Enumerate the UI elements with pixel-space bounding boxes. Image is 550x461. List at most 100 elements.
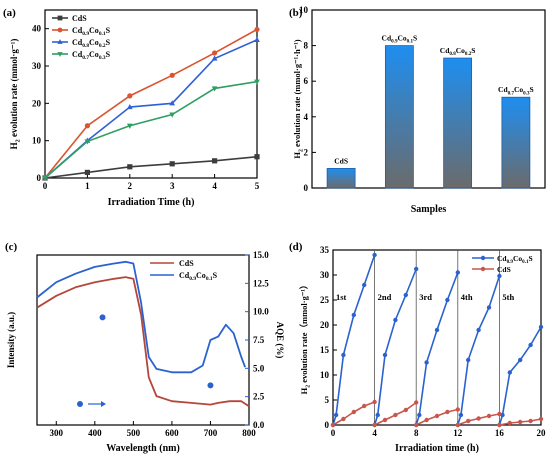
panel-d-data-point <box>393 412 398 418</box>
panel-d-label: (d) <box>289 241 303 253</box>
panel-a-data-point <box>169 100 176 106</box>
panel-a-data-point <box>169 112 176 118</box>
panel-d-data-point <box>476 416 481 421</box>
panel-b-bar <box>501 96 531 189</box>
panel-d-data-point <box>497 422 502 428</box>
panel-c-y2-tick-label: 5.0 <box>253 363 265 373</box>
panel-d-data-point <box>382 417 388 423</box>
panel-a-x-tick-label: 2 <box>128 181 133 191</box>
panel-c-y2-tick-label: 10.0 <box>253 307 269 317</box>
panel-d-data-point <box>351 312 356 318</box>
panel-d-data-point <box>538 324 544 330</box>
panel-d-data-point <box>466 418 471 424</box>
panel-d-data-point <box>455 422 460 428</box>
panel-d-data-point <box>403 292 408 298</box>
panel-b-bar-label: Cd0.7​Co0.3​S <box>498 85 534 96</box>
panel-d-cycle-label: 4th <box>461 292 473 302</box>
panel-b-label: (b) <box>289 7 303 19</box>
panel-d-frame <box>332 249 542 426</box>
panel-d-data-point <box>393 317 398 323</box>
panel-a-y-tick-label: 20 <box>32 98 42 108</box>
panel-d-data-point <box>372 399 377 405</box>
panel-a-series-line <box>44 80 258 179</box>
panel-d-cycle-label: 2nd <box>378 292 392 302</box>
panel-c-spectrum-line <box>36 260 246 374</box>
panel-c-arrow-head <box>101 401 106 407</box>
panel-d-x-tick-label: 8 <box>414 428 419 438</box>
panel-c-x-tick-label: 400 <box>88 428 102 438</box>
panel-d-x-axis-label: Irradiation time (h) <box>395 443 479 454</box>
panel-a-y-axis-label: H2​ evolution rate (mmol·g⁻¹) <box>9 39 22 150</box>
panel-c-y2-tick-label: 15.0 <box>253 250 269 260</box>
panel-d-data-point <box>476 327 481 333</box>
panel-a-y-tick-label: 0 <box>37 173 42 183</box>
panel-b-y-tick-label: 2 <box>304 147 309 157</box>
panel-c-aqe-point <box>99 314 106 321</box>
panel-a-series-line <box>44 155 258 179</box>
panel-d-y-tick-label: 35 <box>320 245 330 255</box>
panel-c-y-axis-label: Intensity (a.u.) <box>6 312 16 368</box>
panel-d-legend-marker <box>480 255 486 261</box>
panel-d-y-tick-label: 15 <box>320 345 330 355</box>
panel-c-label: (c) <box>5 241 18 253</box>
panel-d-data-point <box>341 352 346 358</box>
panel-a-data-point <box>127 164 133 170</box>
panel-a-data-point <box>84 169 90 175</box>
panel-d-data-point <box>497 411 502 417</box>
panel-b-y-tick-label: 8 <box>304 41 309 51</box>
panel-d-data-point <box>518 419 523 425</box>
panel-d-series-line <box>332 254 376 426</box>
panel-d-data-point <box>455 407 460 412</box>
panel-d-data-point <box>434 327 440 333</box>
panel-d-y-axis-label: H2​ evolution rate（mmol·g⁻¹） <box>299 281 311 395</box>
panel-a-legend-marker <box>57 39 63 44</box>
panel-d-data-point <box>362 403 367 409</box>
panel-d-data-point <box>362 282 367 288</box>
panel-a-data-point <box>254 154 260 160</box>
panel-a-y-tick-label: 10 <box>32 136 42 146</box>
panel-b-bar-label: Cd0.8​Co0.2​S <box>440 46 476 57</box>
panel-a-legend-entry: Cd0.8​Co0.2​S <box>72 38 111 49</box>
panel-c-legend-entry: Cd0.9​Co0.1​S <box>179 271 218 282</box>
panel-d-legend-entry: CdS <box>497 265 511 274</box>
panel-a-data-point <box>126 103 133 110</box>
panel-b-y-tick-label: 4 <box>304 112 309 122</box>
panel-c-frame <box>36 254 250 426</box>
panel-a-series-line <box>44 39 258 179</box>
panel-a-data-point <box>84 123 90 129</box>
panel-b-bar <box>326 168 356 189</box>
panel-a-x-tick-label: 4 <box>212 181 217 191</box>
panel-d-data-point <box>414 422 419 428</box>
panel-b-bar-label: CdS <box>334 156 348 165</box>
panel-a-x-tick-label: 3 <box>170 181 175 191</box>
panel-d-x-tick-label: 0 <box>331 428 336 438</box>
panel-d-data-point <box>528 342 533 348</box>
panel-d-cycle-label: 1st <box>336 292 347 302</box>
panel-a-data-point <box>254 26 260 33</box>
panel-d-data-point <box>382 352 388 358</box>
panel-c-y2-tick-label: 2.5 <box>253 392 265 402</box>
panel-a-data-point <box>254 79 260 85</box>
panel-d-data-point <box>455 270 460 275</box>
panel-a-data-point <box>169 161 175 167</box>
panel-a-x-tick-label: 1 <box>85 181 90 191</box>
panel-d-y-tick-label: 25 <box>320 295 330 305</box>
panel-c-spectrum-line <box>36 276 250 408</box>
panel-a-legend-entry: Cd0.7​Co0.3​S <box>72 50 111 61</box>
panel-a-legend-marker <box>57 15 63 21</box>
panel-d-y-tick-label: 30 <box>320 270 330 280</box>
panel-d-data-point <box>375 412 380 418</box>
panel-b-x-axis-label: Samples <box>411 204 447 215</box>
panel-c-y2-tick-label: 7.5 <box>253 335 265 345</box>
panel-c-x-tick-label: 500 <box>127 428 141 438</box>
panel-a-legend-marker <box>57 52 63 57</box>
panel-a-data-point <box>42 175 48 182</box>
panel-d-data-point <box>414 266 419 272</box>
panel-a-label: (a) <box>3 7 16 19</box>
panel-d-y-tick-label: 10 <box>320 370 330 380</box>
panel-c-x-tick-label: 600 <box>165 428 179 438</box>
panel-a-data-point <box>211 86 218 92</box>
panel-a-data-point <box>127 93 133 99</box>
panel-d-data-point <box>486 305 492 310</box>
panel-d-y-tick-label: 5 <box>325 395 330 405</box>
